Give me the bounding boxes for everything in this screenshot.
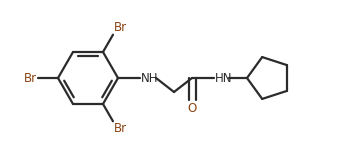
Text: O: O — [187, 102, 197, 115]
Text: Br: Br — [24, 71, 37, 84]
Text: NH: NH — [141, 71, 159, 84]
Text: Br: Br — [114, 21, 127, 34]
Text: HN: HN — [215, 71, 233, 84]
Text: Br: Br — [114, 122, 127, 135]
